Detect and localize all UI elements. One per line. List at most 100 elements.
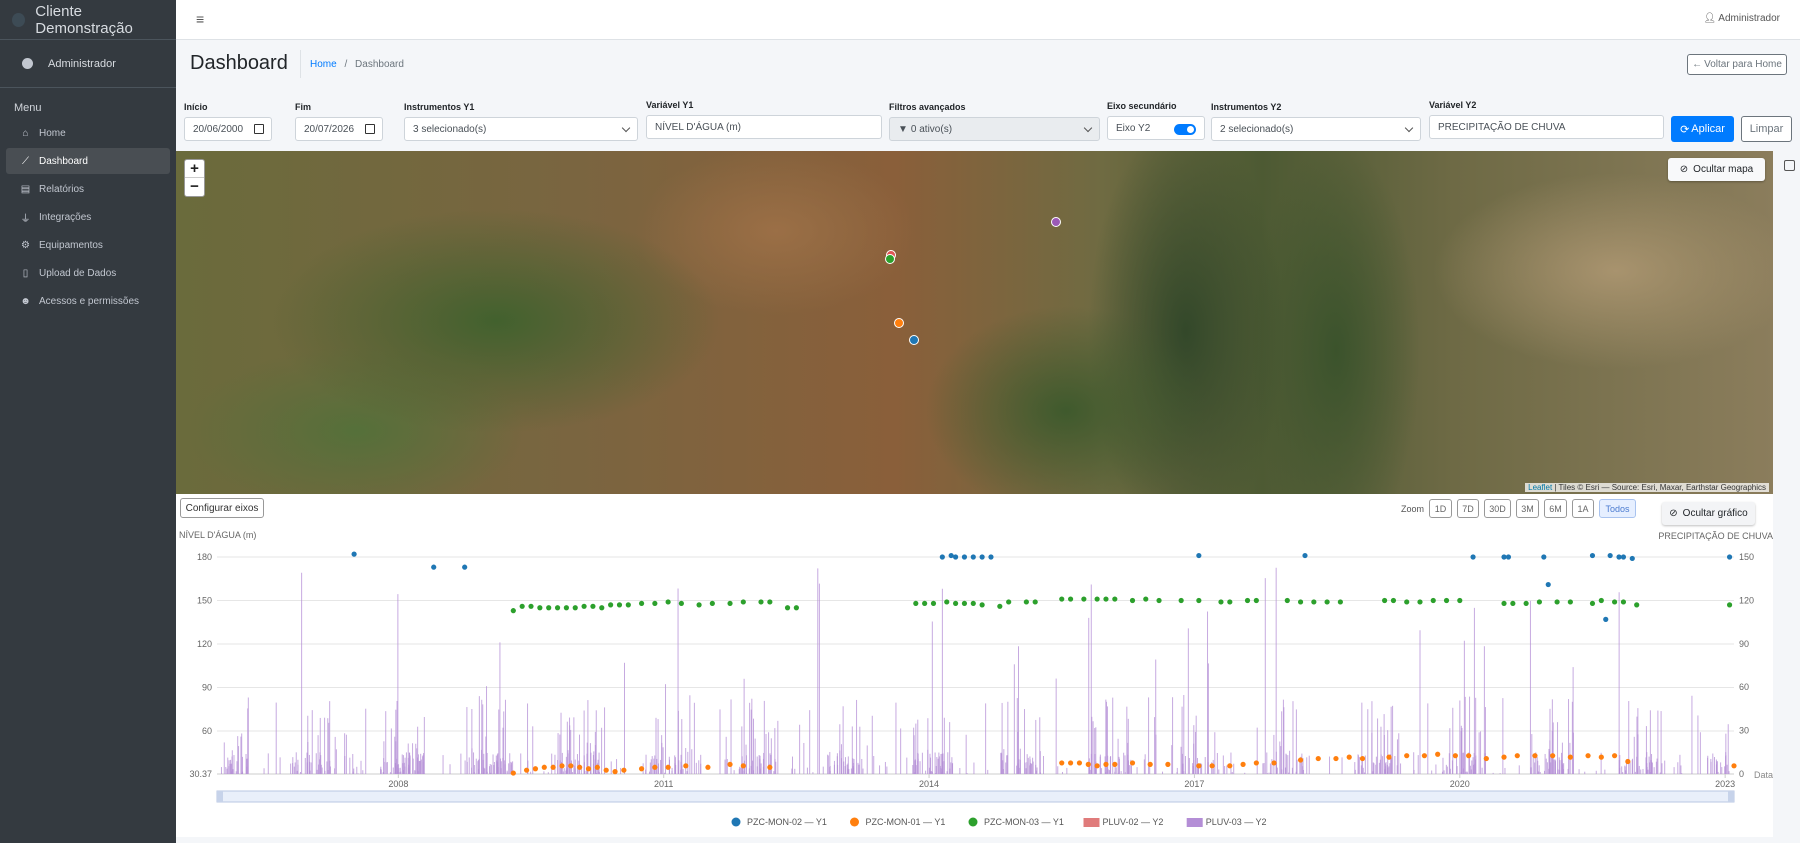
hamburger-menu-icon[interactable]: ≡ — [196, 11, 205, 27]
map-marker[interactable] — [909, 335, 919, 345]
x-tick-label: 2014 — [919, 779, 939, 789]
secondary-axis-switch[interactable] — [1174, 124, 1196, 135]
data-point — [1346, 754, 1352, 760]
apply-button[interactable]: ⟳ Aplicar — [1671, 116, 1734, 142]
data-point — [1359, 755, 1366, 762]
zoom-3m-button[interactable]: 3M — [1516, 499, 1539, 518]
data-point — [1634, 602, 1640, 608]
data-point — [541, 764, 547, 770]
range-handle-left[interactable] — [217, 791, 223, 802]
zoom-all-button[interactable]: Todos — [1599, 499, 1636, 518]
legend-label[interactable]: PZC-MON-02 — Y1 — [747, 817, 827, 827]
data-point — [1404, 599, 1410, 605]
data-point — [952, 554, 959, 560]
map-marker[interactable] — [1051, 217, 1061, 227]
hide-chart-button[interactable]: ⊘ Ocultar gráfico — [1662, 502, 1755, 525]
data-point — [1178, 597, 1184, 604]
legend-label[interactable]: PZC-MON-01 — Y1 — [866, 817, 946, 827]
zoom-30d-button[interactable]: 30D — [1484, 499, 1511, 518]
sidebar-item-dashboard[interactable]: ⟋ Dashboard — [6, 148, 170, 174]
leaflet-link[interactable]: Leaflet — [1528, 483, 1553, 492]
sidebar-item-label: Dashboard — [39, 155, 88, 167]
sidebar-item-relatorios[interactable]: ▤ Relatórios — [6, 176, 170, 202]
data-point — [1382, 597, 1388, 604]
data-point — [1550, 753, 1556, 759]
advanced-filters-select[interactable]: ▼ 0 ativo(s) — [889, 117, 1100, 141]
map-marker[interactable] — [894, 318, 904, 328]
data-point — [1585, 753, 1591, 759]
sidebar-item-integracoes[interactable]: ⏚ Integrações — [6, 204, 170, 230]
end-date-input[interactable]: 20/07/2026 — [295, 117, 383, 141]
map-marker[interactable] — [885, 254, 895, 264]
legend-label[interactable]: PZC-MON-03 — Y1 — [984, 817, 1064, 827]
zoom-1a-button[interactable]: 1A — [1572, 499, 1594, 518]
data-point — [1501, 600, 1507, 607]
back-to-home-button[interactable]: ← Voltar para Home — [1687, 54, 1787, 75]
data-point — [546, 605, 552, 611]
brand[interactable]: Cliente Demonstração — [0, 0, 176, 40]
variable-y2-select[interactable]: PRECIPITAÇÃO DE CHUVA — [1429, 115, 1664, 139]
data-point — [1271, 760, 1277, 766]
data-point — [1536, 599, 1542, 605]
attribution-text: | Tiles © Esri — Source: Esri, Maxar, Ea… — [1552, 483, 1766, 492]
legend-label[interactable]: PLUV-02 — Y2 — [1103, 817, 1164, 827]
y2-tick-label: 30 — [1739, 726, 1749, 736]
data-point — [1567, 599, 1573, 605]
x-axis-title: Data — [1754, 770, 1773, 780]
sidebar-item-upload[interactable]: ▯ Upload de Dados — [6, 260, 170, 286]
instruments-y2-select[interactable]: 2 selecionado(s) — [1211, 117, 1421, 141]
time-series-chart[interactable]: NÍVEL D'ÁGUA (m) PRECIPITAÇÃO DE CHUVA 30.… — [176, 526, 1773, 836]
data-point — [665, 599, 671, 605]
configure-axes-button[interactable]: Configurar eixos — [180, 498, 264, 518]
range-navigator[interactable] — [216, 790, 1735, 803]
data-point — [581, 603, 587, 609]
data-point — [1510, 600, 1516, 607]
data-point — [1076, 760, 1083, 766]
data-point — [1386, 754, 1392, 760]
hide-chart-label: Ocultar gráfico — [1682, 508, 1748, 519]
data-point — [1059, 760, 1065, 766]
y2-tick-label: 90 — [1739, 639, 1749, 649]
zoom-6m-button[interactable]: 6M — [1544, 499, 1567, 518]
sidebar-user[interactable]: Administrador — [0, 40, 176, 88]
data-point — [1505, 554, 1512, 560]
sidebar-item-label: Acessos e permissões — [39, 295, 140, 307]
breadcrumb-home-link[interactable]: Home — [310, 59, 337, 70]
data-point — [1297, 757, 1304, 763]
data-point — [1466, 753, 1472, 759]
top-user-menu[interactable]: 👤︎ Administrador — [1703, 13, 1780, 24]
y2-tick-label: 150 — [1739, 552, 1754, 562]
start-date-input[interactable]: 20/06/2000 — [184, 117, 272, 141]
zoom-out-button[interactable]: − — [190, 178, 199, 195]
sidebar-item-home[interactable]: ⌂ Home — [6, 120, 170, 146]
data-point — [988, 554, 994, 560]
satellite-map[interactable]: + − ⊘ Ocultar mapa Leaflet | Tiles © Esr… — [176, 151, 1773, 494]
panel-toggle-icon[interactable] — [1784, 160, 1795, 171]
data-point — [1457, 597, 1463, 604]
data-point — [1404, 753, 1410, 759]
data-point — [1532, 753, 1538, 759]
zoom-in-button[interactable]: + — [185, 160, 204, 178]
clear-button[interactable]: Limpar — [1741, 116, 1792, 142]
variable-y1-select[interactable]: NÍVEL D'ÁGUA (m) — [646, 115, 882, 139]
instruments-y1-select[interactable]: 3 selecionado(s) — [404, 117, 638, 141]
data-point — [944, 599, 950, 605]
hide-map-button[interactable]: ⊘ Ocultar mapa — [1668, 158, 1765, 181]
legend-label[interactable]: PLUV-03 — Y2 — [1206, 817, 1267, 827]
data-point — [1501, 754, 1507, 760]
advanced-filters-value: 0 ativo(s) — [910, 123, 953, 135]
zoom-1d-button[interactable]: 1D — [1429, 499, 1452, 518]
data-point — [1417, 599, 1423, 605]
range-handle-right[interactable] — [1728, 791, 1734, 802]
secondary-axis-toggle-box[interactable]: Eixo Y2 — [1107, 116, 1205, 140]
y1-tick-label: 90 — [202, 683, 212, 693]
data-point — [1315, 755, 1321, 762]
zoom-7d-button[interactable]: 7D — [1457, 499, 1479, 518]
data-point — [608, 602, 614, 608]
data-point — [1103, 761, 1109, 767]
data-point — [1094, 763, 1100, 769]
sidebar-item-equipamentos[interactable]: ⚙ Equipamentos — [6, 232, 170, 258]
y1-tick-label: 120 — [197, 639, 212, 649]
sidebar-item-acessos[interactable]: ☻ Acessos e permissões — [6, 288, 170, 314]
data-point — [1032, 599, 1038, 605]
